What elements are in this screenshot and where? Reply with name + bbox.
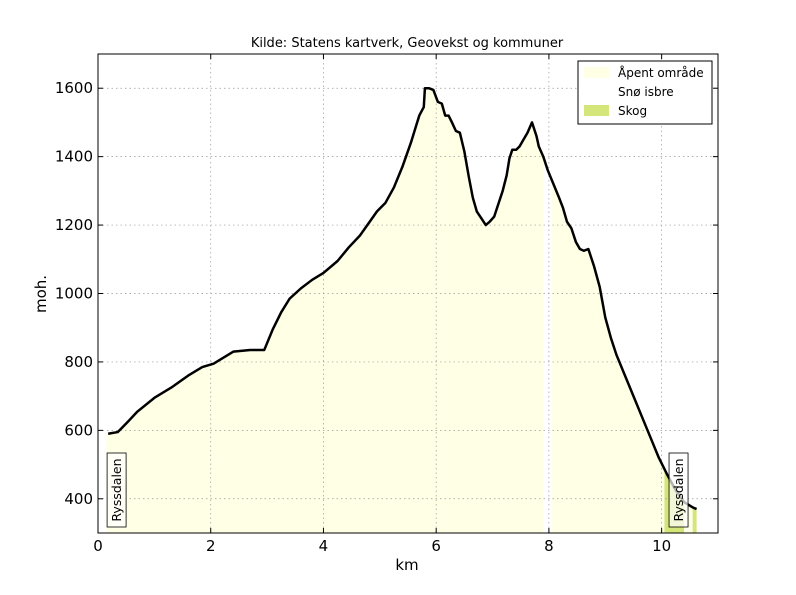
land-cover-layer [106,88,697,533]
legend-label-open-area: Åpent område [618,65,704,80]
legend-swatch-forest [584,105,609,116]
y-tick-label: 1600 [55,79,93,97]
legend: Åpent område Snø isbre Skog [577,60,713,125]
legend-label-forest: Skog [618,104,647,118]
x-tick-label: 6 [431,537,441,555]
land-cover-segment [543,156,552,533]
x-axis-label: km [395,556,418,574]
x-tick-label: 4 [319,537,329,555]
tick-layer: 0 2 4 6 8 10 400 600 800 1000 1200 1400 1600 [55,54,718,555]
x-tick-label: 0 [93,537,103,555]
y-tick-label: 400 [64,490,93,508]
elevation-line [107,86,698,511]
y-tick-label: 1400 [55,148,93,166]
legend-swatch-open-area [584,67,609,78]
land-cover-segment [692,507,697,533]
annotation-label: Ryssdalen [109,458,124,521]
grid-layer [98,54,718,533]
x-tick-label: 8 [544,537,554,555]
chart-title: Kilde: Statens kartverk, Geovekst og kom… [251,36,564,51]
x-tick-label: 2 [206,537,216,555]
y-tick-label: 1000 [55,285,93,303]
annotation-box [668,452,689,528]
y-tick-label: 600 [64,421,93,439]
annotation-box [106,452,127,528]
legend-label-snow-glacier: Snø isbre [618,85,674,99]
y-tick-label: 1200 [55,216,93,234]
annotation-label: Ryssdalen [671,458,686,521]
y-tick-label: 800 [64,353,93,371]
x-tick-label: 10 [652,537,671,555]
land-cover-segment [551,179,665,533]
profile-line-layer [107,86,698,511]
y-axis-label: moh. [32,275,50,313]
annotation-layer: Ryssdalen Ryssdalen [106,452,689,528]
land-cover-segment [106,88,544,533]
legend-swatch-snow-glacier [584,86,609,97]
